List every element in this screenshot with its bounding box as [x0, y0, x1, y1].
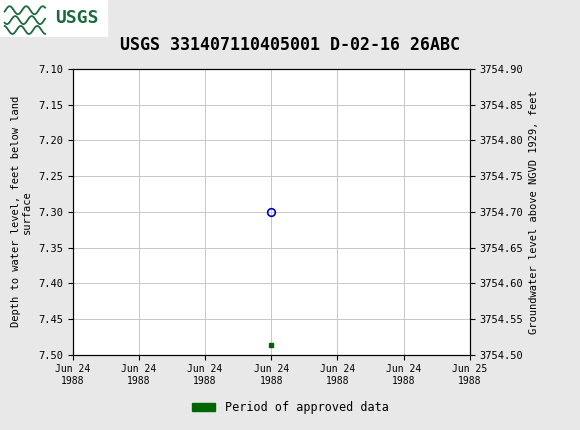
- Text: USGS: USGS: [56, 9, 99, 27]
- Bar: [0, 0, 107, 37]
- Y-axis label: Groundwater level above NGVD 1929, feet: Groundwater level above NGVD 1929, feet: [529, 90, 539, 334]
- Text: USGS 331407110405001 D-02-16 26ABC: USGS 331407110405001 D-02-16 26ABC: [120, 36, 460, 54]
- Y-axis label: Depth to water level, feet below land
surface: Depth to water level, feet below land su…: [10, 96, 32, 327]
- Legend: Period of approved data: Period of approved data: [187, 396, 393, 419]
